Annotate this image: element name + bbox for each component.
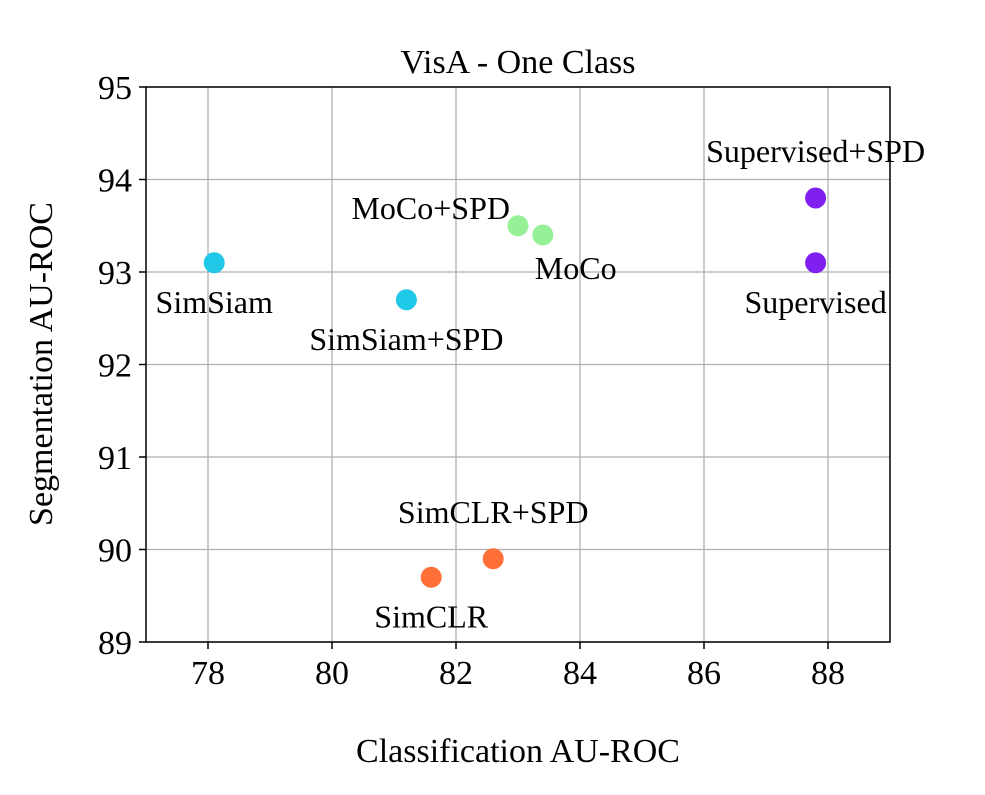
data-point (507, 215, 529, 237)
x-tick-label: 86 (687, 655, 721, 692)
data-point (805, 252, 827, 274)
point-label: SimCLR (374, 598, 488, 634)
data-point (395, 289, 417, 311)
y-tick-label: 90 (98, 533, 132, 570)
chart-title: VisA - One Class (400, 44, 635, 81)
x-tick-label: 78 (191, 655, 225, 692)
y-tick-label: 94 (98, 163, 132, 200)
data-point (203, 252, 225, 274)
y-axis-label: Segmentation AU-ROC (23, 202, 60, 526)
point-label: MoCo (535, 250, 617, 286)
data-point (482, 548, 504, 570)
point-label: Supervised+SPD (706, 133, 925, 169)
data-point (420, 566, 442, 588)
data-point (532, 224, 554, 246)
x-tick-label: 80 (315, 655, 349, 692)
y-tick-label: 89 (98, 625, 132, 662)
x-axis-label: Classification AU-ROC (356, 733, 680, 770)
point-label: MoCo+SPD (351, 190, 510, 226)
axis-ticks: 78 80 82 84 86 88 89 90 91 92 93 94 95 (98, 70, 845, 692)
data-point (805, 187, 827, 209)
x-tick-label: 88 (811, 655, 845, 692)
y-tick-label: 92 (98, 348, 132, 385)
x-tick-label: 82 (439, 655, 473, 692)
y-tick-label: 93 (98, 255, 132, 292)
point-labels: SimSiam SimSiam+SPD MoCo+SPD MoCo Supervised… (156, 133, 926, 634)
y-tick-label: 91 (98, 440, 132, 477)
point-label: Supervised (744, 284, 886, 320)
grid-lines (146, 86, 890, 643)
point-label: SimCLR+SPD (398, 494, 589, 530)
point-label: SimSiam+SPD (309, 321, 503, 357)
data-points (203, 187, 827, 588)
x-tick-label: 84 (563, 655, 597, 692)
y-tick-label: 95 (98, 70, 132, 107)
point-label: SimSiam (156, 284, 273, 320)
